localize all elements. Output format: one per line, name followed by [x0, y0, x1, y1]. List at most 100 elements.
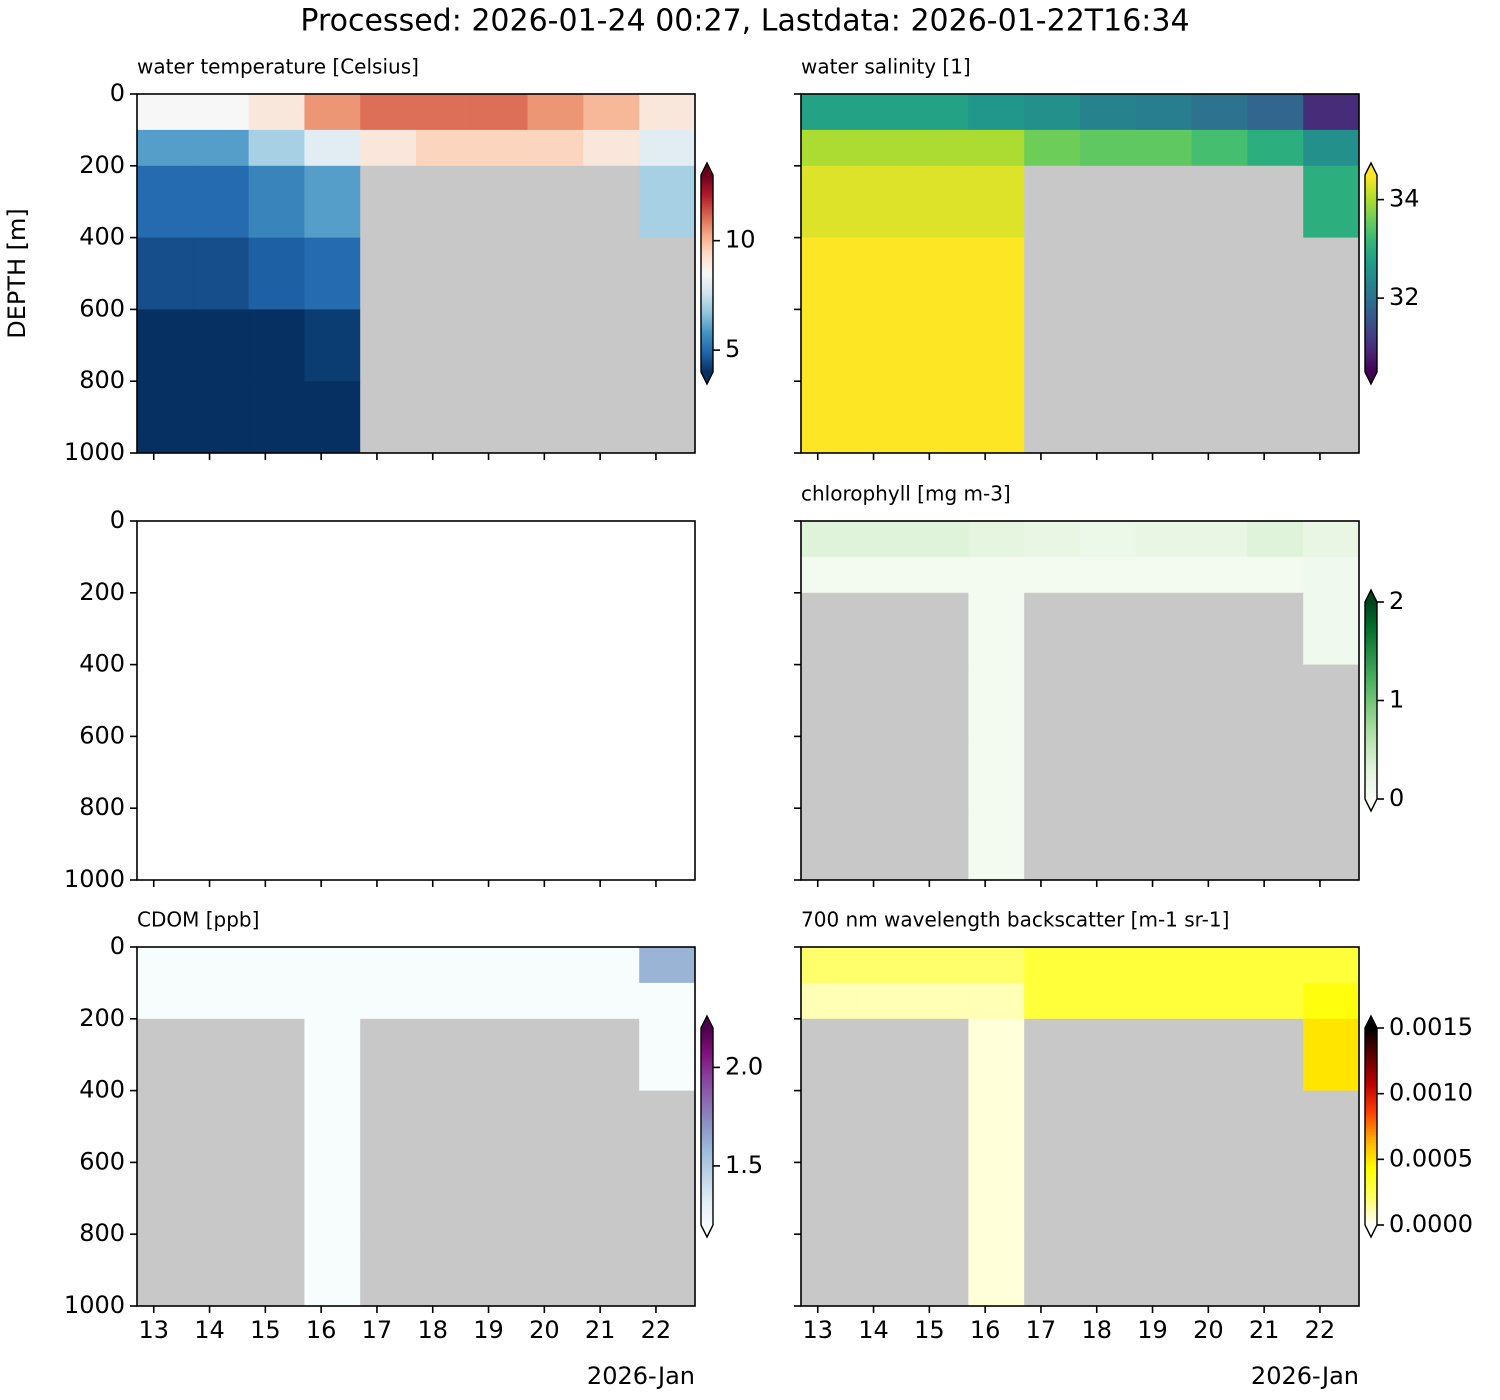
- colorbar-tick-label: 10: [725, 226, 756, 254]
- heatmap-cell: [248, 237, 305, 310]
- heatmap-cell: [137, 947, 194, 984]
- no-data-cell: [1024, 592, 1081, 666]
- heatmap-cell: [912, 94, 969, 131]
- heatmap-cell: [137, 237, 194, 310]
- plot-frame: [800, 520, 1360, 881]
- no-data-cell: [801, 1018, 858, 1092]
- heatmap-cell: [1135, 982, 1193, 1020]
- no-data-cell: [137, 1018, 194, 1092]
- no-data-cell: [583, 1090, 640, 1163]
- no-data-cell: [360, 237, 417, 310]
- no-data-cell: [583, 165, 640, 239]
- no-data-cell: [248, 1234, 305, 1307]
- no-data-cell: [1135, 1018, 1193, 1092]
- heatmap-cell: [1135, 94, 1193, 131]
- no-data-cell: [527, 381, 584, 454]
- no-data-cell: [1024, 1018, 1081, 1092]
- plot-frame: [136, 93, 696, 454]
- x-axis-offset-label: 2026-Jan: [587, 1362, 695, 1390]
- heatmap-cell: [912, 165, 969, 239]
- no-data-cell: [471, 1018, 529, 1092]
- heatmap-cell: [1303, 592, 1360, 666]
- no-data-cell: [248, 1090, 305, 1163]
- heatmap-cell: [1024, 947, 1081, 984]
- colorbar-tick-label: 0.0005: [1389, 1144, 1473, 1172]
- x-tick-label: 15: [250, 1316, 281, 1344]
- heatmap-cell: [304, 982, 361, 1020]
- no-data-cell: [416, 381, 473, 454]
- heatmap-cell: [192, 947, 250, 984]
- no-data-cell: [583, 1162, 640, 1235]
- no-data-cell: [360, 1162, 417, 1235]
- x-tick-label: 13: [138, 1316, 169, 1344]
- heatmap-cell: [1024, 521, 1081, 558]
- x-tick-label: 19: [473, 1316, 504, 1344]
- no-data-cell: [912, 664, 969, 737]
- heatmap-cell: [360, 982, 417, 1020]
- no-data-cell: [801, 1090, 858, 1163]
- heatmap-cell: [192, 309, 250, 382]
- heatmap-cell: [856, 237, 914, 310]
- panel-title: 700 nm wavelength backscatter [m-1 sr-1]: [801, 908, 1229, 932]
- heatmap-cell: [968, 1090, 1025, 1163]
- heatmap-cell: [304, 309, 361, 382]
- heatmap-cell: [968, 237, 1025, 310]
- no-data-cell: [1135, 237, 1193, 310]
- colorbar: [1365, 602, 1377, 799]
- y-tick-label: 600: [79, 294, 125, 322]
- colorbar: [701, 175, 713, 372]
- no-data-cell: [1080, 237, 1137, 310]
- x-tick-label: 18: [1081, 1316, 1112, 1344]
- no-data-cell: [1247, 165, 1304, 239]
- heatmap-cell: [360, 94, 417, 131]
- no-data-cell: [1024, 1234, 1081, 1307]
- no-data-cell: [471, 309, 529, 382]
- no-data-cell: [1247, 808, 1304, 881]
- no-data-cell: [1247, 237, 1304, 310]
- heatmap-cell: [968, 1018, 1025, 1092]
- heatmap-cell: [527, 94, 584, 131]
- no-data-cell: [527, 1018, 584, 1092]
- heatmap-cell: [248, 381, 305, 454]
- colorbar-tick-label: 0: [1389, 784, 1404, 812]
- no-data-cell: [1024, 309, 1081, 382]
- heatmap-cell: [192, 165, 250, 239]
- no-data-cell: [912, 1162, 969, 1235]
- no-data-cell: [360, 381, 417, 454]
- heatmap-cell: [304, 129, 361, 167]
- no-data-cell: [248, 1162, 305, 1235]
- no-data-cell: [527, 1234, 584, 1307]
- figure-title: Processed: 2026-01-24 00:27, Lastdata: 2…: [300, 4, 1189, 39]
- heatmap-cell: [801, 521, 858, 558]
- no-data-cell: [1135, 736, 1193, 809]
- panel-title: water temperature [Celsius]: [137, 55, 419, 79]
- heatmap-cell: [912, 982, 969, 1020]
- colorbar-tick-label: 2.0: [725, 1052, 763, 1080]
- heatmap-cell: [801, 129, 858, 167]
- no-data-cell: [856, 808, 914, 881]
- heatmap-cell: [583, 982, 640, 1020]
- no-data-cell: [639, 1090, 696, 1163]
- heatmap-cell: [801, 982, 858, 1020]
- heatmap-cell: [801, 165, 858, 239]
- no-data-cell: [471, 1090, 529, 1163]
- heatmap-cell: [527, 982, 584, 1020]
- heatmap-cell: [1191, 129, 1248, 167]
- heatmap-cell: [137, 381, 194, 454]
- heatmap-cell: [968, 664, 1025, 737]
- heatmap-cell: [248, 165, 305, 239]
- x-tick-label: 15: [914, 1316, 945, 1344]
- no-data-cell: [583, 1018, 640, 1092]
- heatmap-cell: [968, 982, 1025, 1020]
- colorbar-outline: [1364, 161, 1378, 386]
- no-data-cell: [1080, 736, 1137, 809]
- heatmap-cell: [912, 309, 969, 382]
- colorbar-extend-bottom: [1365, 372, 1377, 384]
- y-tick-label: 0: [110, 932, 125, 960]
- y-tick-label: 400: [79, 223, 125, 251]
- no-data-cell: [1024, 381, 1081, 454]
- heatmap-cell: [856, 94, 914, 131]
- colorbar-extend-top: [701, 1016, 713, 1028]
- x-tick-label: 16: [306, 1316, 337, 1344]
- heatmap-cell: [1135, 129, 1193, 167]
